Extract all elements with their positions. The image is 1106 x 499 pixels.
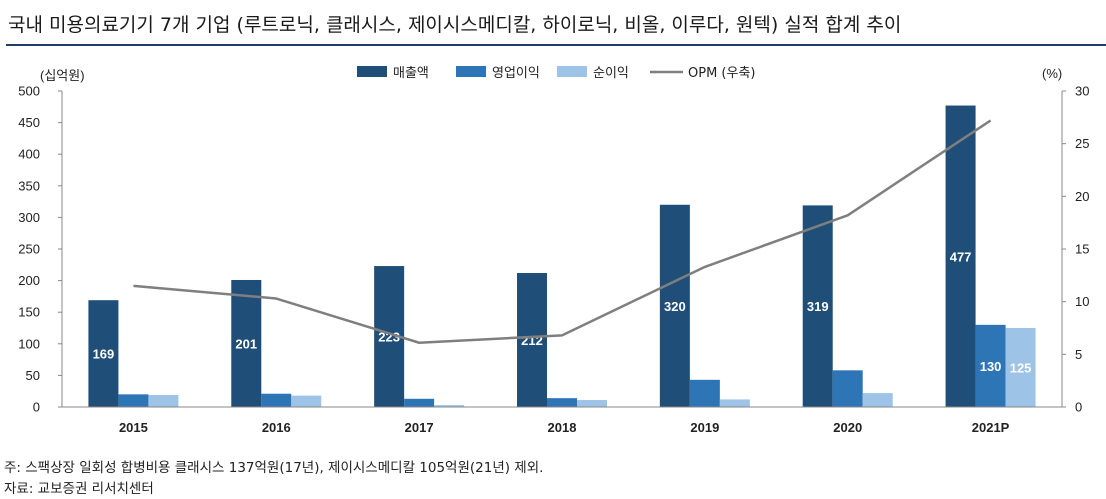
y-axis-right-label: (%) (1042, 66, 1062, 81)
bar-data-label: 319 (807, 299, 829, 314)
chart-title-block: 국내 미용의료기기 7개 기업 (루트로닉, 클래시스, 제이시스메디칼, 하이… (6, 6, 1106, 46)
y-axis-left-tick-label: 400 (18, 147, 40, 162)
x-axis-tick-label: 2020 (833, 420, 862, 435)
bar-revenue (231, 279, 262, 407)
opm-line (133, 119, 992, 344)
bar-operating-profit (118, 394, 149, 407)
legend-entry-label: 영업이익 (492, 66, 540, 81)
bar-data-label: 130 (980, 359, 1002, 374)
y-axis-left-tick-label: 150 (18, 305, 40, 320)
y-axis-left-tick-label: 0 (33, 400, 40, 415)
legend-entry-label: 순이익 (593, 66, 629, 81)
bar-data-label: 125 (1010, 361, 1032, 376)
y-axis-left-tick-label: 350 (18, 178, 40, 193)
legend-swatch-1 (456, 66, 486, 77)
bar-operating-profit (547, 398, 577, 407)
y-axis-left-tick-label: 250 (18, 242, 40, 257)
y-axis-left-tick-label: 200 (18, 273, 40, 288)
bar-data-label: 477 (950, 249, 972, 264)
y-axis-right: 0 5 10 15 20 25 30 (1061, 84, 1089, 415)
y-axis-right-tick-label: 20 (1075, 189, 1089, 204)
y-axis-left-tick-label: 100 (18, 336, 40, 351)
legend-swatch-0 (357, 66, 387, 77)
bar-net-income (434, 405, 465, 407)
x-axis-tick-label: 2019 (690, 420, 719, 435)
y-axis-right-tick-label: 0 (1075, 400, 1082, 415)
y-axis-left-label: (십억원) (40, 68, 85, 83)
y-axis-left-tick-label: 450 (18, 115, 40, 130)
bar-data-label: 212 (521, 333, 543, 348)
bar-operating-profit (975, 324, 1006, 407)
bar-revenue (659, 204, 690, 407)
title-underline (6, 44, 1106, 46)
x-axis-tick-label: 2018 (548, 420, 577, 435)
legend-swatch-2 (557, 66, 587, 77)
y-axis-right-tick-label: 25 (1075, 136, 1089, 151)
bar-data-label: 320 (664, 299, 686, 314)
y-axis-right-tick-label: 5 (1075, 347, 1082, 362)
bar-net-income (291, 395, 322, 407)
bar-net-income (148, 394, 179, 407)
y-axis-right-tick-label: 15 (1075, 242, 1089, 257)
bar-revenue (945, 105, 976, 407)
opm-line-group (133, 119, 992, 344)
chart-title: 국내 미용의료기기 7개 기업 (루트로닉, 클래시스, 제이시스메디칼, 하이… (8, 14, 902, 36)
bar-net-income (862, 393, 893, 407)
y-axis-left-tick-label: 500 (18, 84, 40, 99)
y-axis-left: 0 50 100 150 200 250 300 350 400 450 500 (18, 84, 63, 415)
bar-operating-profit (832, 370, 863, 407)
bar-net-income (1005, 328, 1036, 407)
chart-canvas: 매출액 영업이익 순이익 OPM (우축) (십억원) (%) 05010015020… (18, 66, 1089, 435)
bar-data-label: 169 (93, 347, 115, 362)
y-axis-left-tick-label: 50 (26, 368, 40, 383)
x-axis-tick-label: 2021P (972, 420, 1010, 435)
bar-operating-profit (689, 379, 720, 407)
x-axis-tick-label: 2017 (405, 420, 434, 435)
bar-series-group: 169 201 223 212 320 319 477 130 125 (88, 105, 1036, 407)
bar-operating-profit (404, 398, 435, 407)
bar-data-label: 201 (235, 336, 257, 351)
y-axis-right-tick-label: 10 (1075, 294, 1089, 309)
legend-entry-label: OPM (우축) (688, 66, 755, 81)
x-axis: 2015 2016 2017 2018 2019 2020 2021P (62, 406, 1062, 435)
source-note: 자료: 교보증권 리서치센터 (4, 481, 154, 497)
footnote: 주: 스팩상장 일회성 합병비용 클래시스 137억원(17년), 제이시스메디… (4, 460, 544, 476)
x-axis-tick-label: 2016 (262, 420, 291, 435)
bar-net-income (577, 400, 607, 407)
legend-entry-label: 매출액 (393, 66, 429, 81)
bar-net-income (719, 399, 750, 407)
y-axis-right-tick-label: 30 (1075, 84, 1089, 99)
bar-data-label: 223 (378, 330, 400, 345)
chart-legend: 매출액 영업이익 순이익 OPM (우축) (357, 66, 755, 81)
bar-operating-profit (261, 393, 292, 407)
x-axis-tick-label: 2015 (119, 420, 148, 435)
bar-revenue (802, 205, 833, 407)
y-axis-left-tick-label: 300 (18, 210, 40, 225)
bar-revenue (88, 300, 119, 407)
bar-revenue (517, 273, 547, 407)
